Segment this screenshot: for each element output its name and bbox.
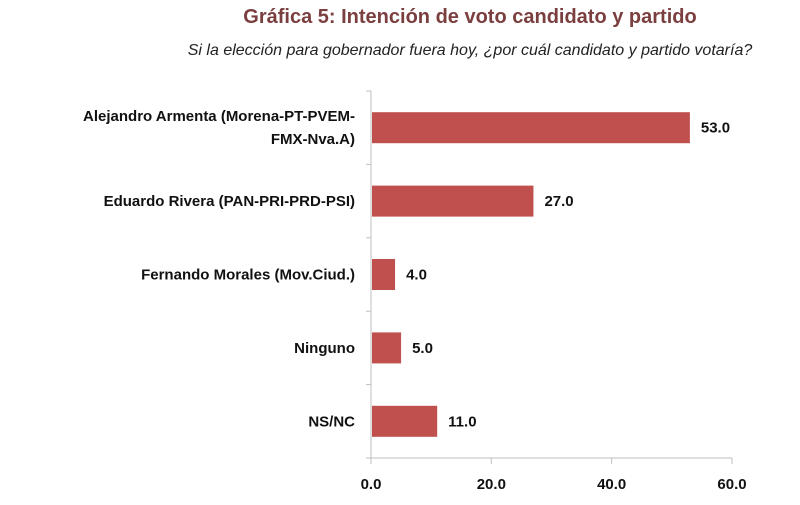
axes-layer — [366, 90, 733, 464]
labels-layer: 53.0 Alejandro Armenta (Morena-PT-PVEM- FM… — [83, 108, 747, 493]
bar-0 — [372, 112, 690, 144]
bar-3 — [372, 332, 402, 364]
category-label-3: Ninguno — [294, 340, 355, 357]
category-label-2: Fernando Morales (Mov.Ciud.) — [141, 267, 355, 284]
x-tick-label-2: 40.0 — [597, 476, 626, 493]
category-label-0: Alejandro Armenta (Morena-PT-PVEM- FMX-Nv… — [83, 108, 355, 148]
category-label-0-line-0: Alejandro Armenta (Morena-PT-PVEM- — [83, 108, 355, 125]
value-label-3: 5.0 — [412, 340, 433, 357]
bars-layer — [372, 112, 690, 437]
bar-2 — [372, 259, 396, 290]
x-tick-label-3: 60.0 — [717, 476, 746, 493]
value-label-0: 53.0 — [701, 120, 730, 137]
value-label-2: 4.0 — [406, 267, 427, 284]
x-tick-label-1: 20.0 — [477, 476, 506, 493]
category-label-2-line-0: Fernando Morales (Mov.Ciud.) — [141, 267, 355, 284]
category-label-1-line-0: Eduardo Rivera (PAN-PRI-PRD-PSI) — [104, 193, 355, 210]
bar-4 — [372, 405, 438, 437]
chart-subtitle: Si la elección para gobernador fuera hoy… — [187, 42, 753, 59]
value-label-4: 11.0 — [448, 413, 476, 430]
category-label-4-line-0: NS/NC — [308, 413, 355, 430]
category-label-4: NS/NC — [308, 413, 355, 430]
x-tick-label-0: 0.0 — [361, 476, 382, 493]
chart-title: Gráfica 5: Intención de voto candidato y… — [243, 6, 697, 28]
category-label-1: Eduardo Rivera (PAN-PRI-PRD-PSI) — [104, 193, 355, 210]
category-label-3-line-0: Ninguno — [294, 340, 355, 357]
category-label-0-line-1: FMX-Nva.A) — [271, 131, 355, 148]
value-label-1: 27.0 — [544, 193, 573, 210]
bar-1 — [372, 185, 534, 217]
